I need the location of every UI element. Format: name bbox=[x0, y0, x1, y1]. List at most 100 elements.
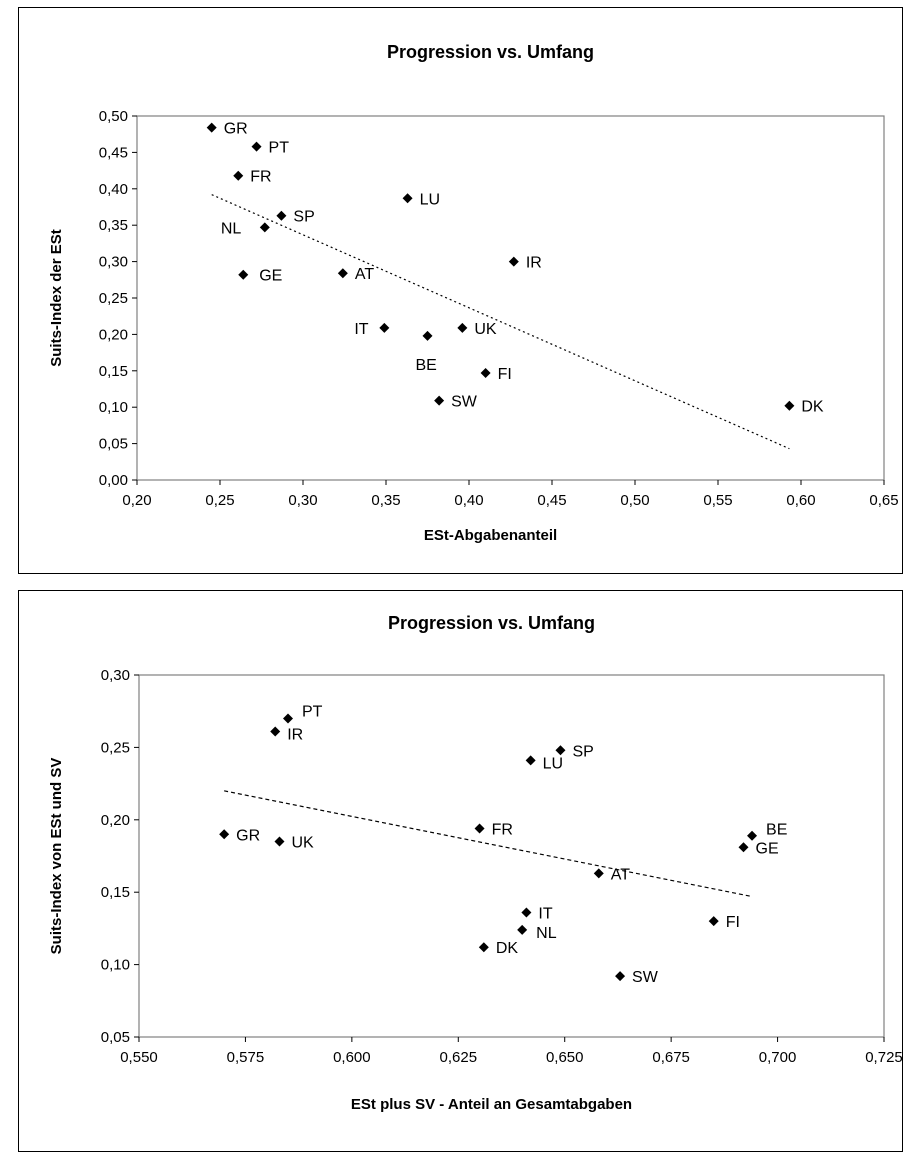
chart-1-point-label-ir: IR bbox=[526, 255, 542, 272]
chart-2-point-label-sw: SW bbox=[632, 969, 659, 986]
chart-1-svg: Progression vs. Umfang 0,00 0,05 0,10 0,15 0,… bbox=[48, 42, 899, 544]
chart-2-point-label-sp: SP bbox=[572, 743, 593, 760]
chart-2-x-tick-label: 0,700 bbox=[759, 1049, 797, 1066]
chart-1-point-label-fr: FR bbox=[250, 169, 271, 186]
chart-1-y-tick-label: 0,35 bbox=[99, 217, 128, 234]
chart-2-x-tick-label: 0,650 bbox=[546, 1049, 584, 1066]
chart-1-x-tick-label: 0,55 bbox=[703, 492, 732, 509]
chart-2-x-tick-label: 0,725 bbox=[865, 1049, 902, 1066]
chart-1-y-tick-label: 0,05 bbox=[99, 436, 128, 453]
chart-2-y-tick-label: 0,15 bbox=[101, 884, 130, 901]
chart-1-point-be bbox=[422, 330, 433, 341]
chart-2-x-tick-label: 0,600 bbox=[333, 1049, 371, 1066]
chart-2-trendline bbox=[224, 790, 753, 898]
chart-2-point-pt bbox=[283, 713, 293, 724]
chart-1-point-label-gr: GR bbox=[224, 121, 248, 138]
chart-1-plot-area bbox=[136, 115, 885, 481]
chart-1-point-label-sw: SW bbox=[451, 394, 478, 411]
chart-2-point-label-fi: FI bbox=[726, 914, 740, 931]
chart-1-y-tick-label: 0,20 bbox=[99, 326, 128, 343]
chart-1-point-ir bbox=[508, 256, 519, 267]
chart-2-point-lu bbox=[525, 755, 536, 766]
chart-1-x-tick-label: 0,25 bbox=[205, 492, 234, 509]
chart-1-point-it bbox=[379, 322, 390, 333]
chart-2-point-gr bbox=[219, 829, 230, 840]
chart-2-point-sw bbox=[615, 971, 626, 982]
chart-2-point-label-fr: FR bbox=[492, 821, 513, 838]
chart-2-point-label-dk: DK bbox=[496, 940, 519, 957]
chart-1-point-nl bbox=[259, 222, 270, 233]
chart-2-point-fi bbox=[708, 916, 719, 927]
chart-1-x-tick-label: 0,35 bbox=[371, 492, 400, 509]
chart-1-point-at bbox=[337, 268, 348, 279]
chart-2-point-label-uk: UK bbox=[291, 835, 314, 852]
chart-1-point-fi bbox=[480, 367, 491, 378]
chart-2-point-ir bbox=[270, 726, 281, 737]
chart-2-point-it bbox=[521, 907, 532, 918]
chart-2-frame: Progression vs. Umfang 0,05 0,10 0,15 0,20 0,… bbox=[18, 590, 903, 1152]
chart-2-svg: Progression vs. Umfang 0,05 0,10 0,15 0,20 0,… bbox=[48, 613, 902, 1113]
chart-1-x-tick-label: 0,60 bbox=[786, 492, 815, 509]
chart-1-x-tick-label: 0,40 bbox=[454, 492, 483, 509]
chart-1-x-tick-label: 0,20 bbox=[122, 492, 151, 509]
chart-2-y-tick-label: 0,30 bbox=[101, 667, 130, 684]
chart-2-x-tick-label: 0,575 bbox=[227, 1049, 265, 1066]
chart-2-y-tick-label: 0,20 bbox=[101, 812, 130, 829]
chart-2-point-label-at: AT bbox=[611, 866, 630, 883]
chart-1-point-uk bbox=[457, 322, 468, 333]
chart-1-point-label-dk: DK bbox=[801, 399, 824, 416]
chart-1-point-label-lu: LU bbox=[420, 191, 440, 208]
chart-2-title: Progression vs. Umfang bbox=[388, 613, 595, 633]
chart-2-x-axis-title: ESt plus SV - Anteil an Gesamtabgaben bbox=[351, 1096, 632, 1113]
chart-1-point-lu bbox=[402, 193, 413, 204]
chart-1-point-ge bbox=[238, 269, 249, 280]
chart-1-point-label-pt: PT bbox=[269, 140, 290, 157]
chart-2-point-label-nl: NL bbox=[536, 925, 557, 942]
chart-1-point-label-uk: UK bbox=[474, 321, 497, 338]
chart-1-point-pt bbox=[251, 141, 262, 152]
chart-2-point-label-be: BE bbox=[766, 822, 787, 839]
chart-1-y-tick-label: 0,10 bbox=[99, 399, 128, 416]
chart-1-point-label-fi: FI bbox=[498, 366, 512, 383]
chart-2-point-be bbox=[747, 830, 758, 841]
chart-2-point-label-ge: GE bbox=[756, 840, 779, 857]
chart-1-point-label-ge: GE bbox=[259, 268, 282, 285]
chart-1-x-tick-label: 0,30 bbox=[288, 492, 317, 509]
chart-1-x-tick-label: 0,45 bbox=[537, 492, 566, 509]
chart-1-point-gr bbox=[206, 122, 217, 133]
chart-1-y-tick-label: 0,15 bbox=[99, 363, 128, 380]
chart-1-y-tick-label: 0,25 bbox=[99, 290, 128, 307]
chart-2-y-axis-title: Suits-Index von ESt und SV bbox=[48, 758, 65, 955]
chart-2-x-tick-label: 0,675 bbox=[652, 1049, 690, 1066]
chart-2-point-label-pt: PT bbox=[302, 703, 323, 720]
chart-2-y-tick-label: 0,05 bbox=[101, 1029, 130, 1046]
chart-1-point-sw bbox=[434, 395, 445, 406]
chart-1-point-label-at: AT bbox=[355, 266, 374, 283]
chart-2-x-tick-label: 0,550 bbox=[120, 1049, 158, 1066]
chart-1-point-label-sp: SP bbox=[293, 209, 314, 226]
chart-1-point-fr bbox=[233, 170, 244, 181]
chart-1-point-label-it: IT bbox=[354, 321, 368, 338]
chart-2-point-at bbox=[593, 868, 604, 879]
chart-1-y-tick-label: 0,30 bbox=[99, 254, 128, 271]
chart-2-plot-area bbox=[138, 674, 885, 1038]
chart-1-frame: Progression vs. Umfang 0,00 0,05 0,10 0,15 0,… bbox=[18, 7, 903, 574]
chart-1-x-tick-label: 0,65 bbox=[869, 492, 898, 509]
chart-1-title: Progression vs. Umfang bbox=[387, 42, 594, 62]
chart-1-point-label-nl: NL bbox=[221, 220, 242, 237]
chart-1-point-sp bbox=[276, 210, 287, 221]
chart-2-point-label-it: IT bbox=[538, 905, 552, 922]
chart-1-trendline bbox=[211, 194, 790, 450]
chart-2-point-label-ir: IR bbox=[287, 726, 303, 743]
chart-2-point-fr bbox=[474, 823, 485, 834]
chart-2-point-ge bbox=[738, 842, 749, 853]
chart-1-x-axis-title: ESt-Abgabenanteil bbox=[424, 527, 557, 544]
chart-2-point-nl bbox=[517, 924, 528, 935]
chart-1-y-axis-title: Suits-Index der ESt bbox=[48, 229, 65, 367]
chart-2-y-tick-label: 0,10 bbox=[101, 957, 130, 974]
chart-2-point-uk bbox=[274, 836, 285, 847]
chart-2-point-dk bbox=[478, 942, 489, 953]
chart-2-x-tick-label: 0,625 bbox=[440, 1049, 478, 1066]
chart-2-point-label-lu: LU bbox=[543, 755, 563, 772]
chart-2-point-sp bbox=[555, 745, 566, 756]
